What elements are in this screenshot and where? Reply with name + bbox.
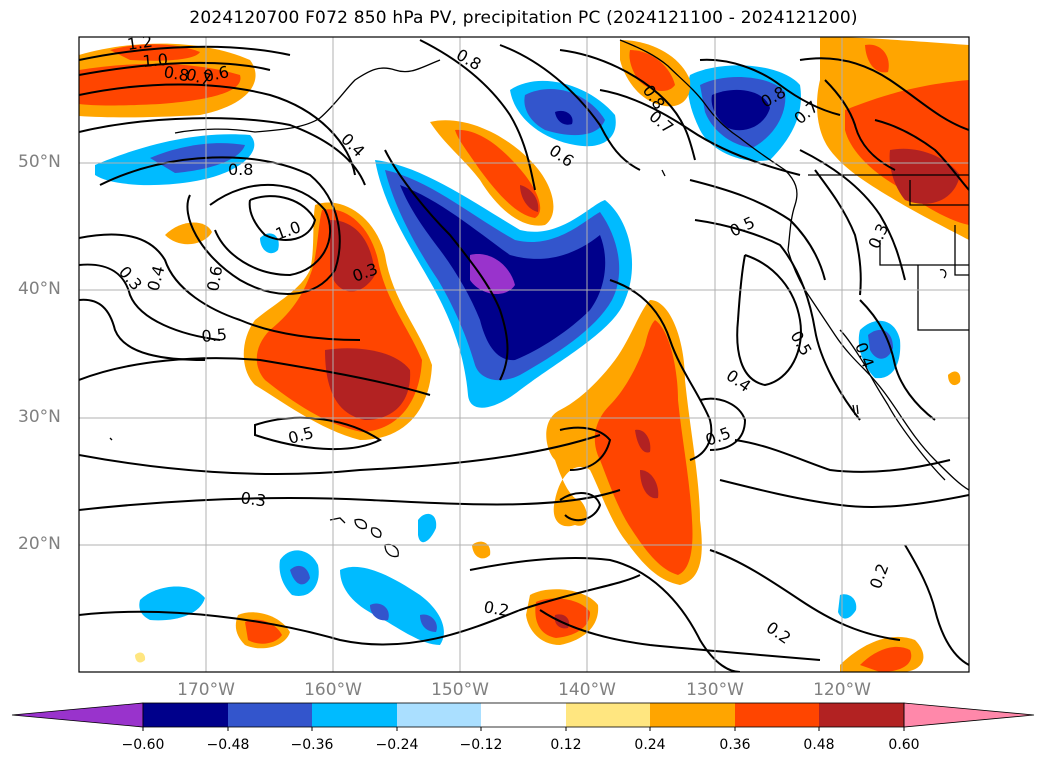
contour-label: 0.3 <box>239 488 267 510</box>
contour-label: 0.5 <box>201 325 228 346</box>
pv-contours <box>79 39 969 672</box>
colorbar-min-arrow <box>11 702 144 728</box>
colorbar-segment <box>228 703 312 727</box>
contour-label: 1.2 <box>126 32 154 54</box>
colorbar-segment <box>397 703 481 727</box>
colorbar-tick-label: −0.36 <box>290 737 334 753</box>
colorbar-tick-label: 0.48 <box>803 737 835 753</box>
colorbar-tick-label: 0.60 <box>888 737 920 753</box>
colorbar-tick-label: 0.24 <box>634 737 666 753</box>
colorbar <box>11 702 1035 731</box>
contour-label: 0.6 <box>203 264 226 292</box>
lon-label: 150°W <box>431 680 489 700</box>
lon-label: 120°W <box>813 680 871 700</box>
coastlines <box>109 39 969 558</box>
map-frame <box>78 36 970 673</box>
contour-label: 1.0 <box>142 50 169 71</box>
lon-label: 140°W <box>558 680 616 700</box>
colorbar-tick-label: 0.36 <box>719 737 751 753</box>
map-title: 2024120700 F072 850 hPa PV, precipitatio… <box>189 8 858 28</box>
colorbar-tick-label: 0.12 <box>550 737 582 753</box>
lat-label: 30°N <box>18 407 61 427</box>
colorbar-tick-label: −0.48 <box>206 737 250 753</box>
colorbar-tick-label: −0.12 <box>459 737 503 753</box>
map-area: 1.2 1.0 0.8 0.7 0.6 0.8 0.4 0.8 0.6 0.7 … <box>79 32 969 672</box>
precip-shading <box>79 37 969 672</box>
colorbar-segment <box>312 703 397 727</box>
colorbar-segment <box>481 703 566 727</box>
contour-label: 0.6 <box>202 62 231 86</box>
contour-label: 0.8 <box>162 62 190 85</box>
colorbar-segment <box>566 703 650 727</box>
colorbar-segment <box>650 703 735 727</box>
gridlines <box>79 37 969 672</box>
lat-label: 40°N <box>18 279 61 299</box>
contour-label: 0.8 <box>228 160 253 179</box>
colorbar-tick-label: −0.60 <box>121 737 165 753</box>
lat-label: 20°N <box>18 534 61 554</box>
colorbar-segment <box>143 703 228 727</box>
colorbar-tick-label: −0.24 <box>375 737 419 753</box>
colorbar-segment <box>819 703 904 727</box>
lon-label: 130°W <box>686 680 744 700</box>
lon-label: 170°W <box>177 680 235 700</box>
lon-label: 160°W <box>304 680 362 700</box>
lat-label: 50°N <box>18 152 61 172</box>
contour-label: 0.2 <box>482 597 510 620</box>
colorbar-max-arrow <box>903 702 1035 728</box>
colorbar-segment <box>735 703 819 727</box>
